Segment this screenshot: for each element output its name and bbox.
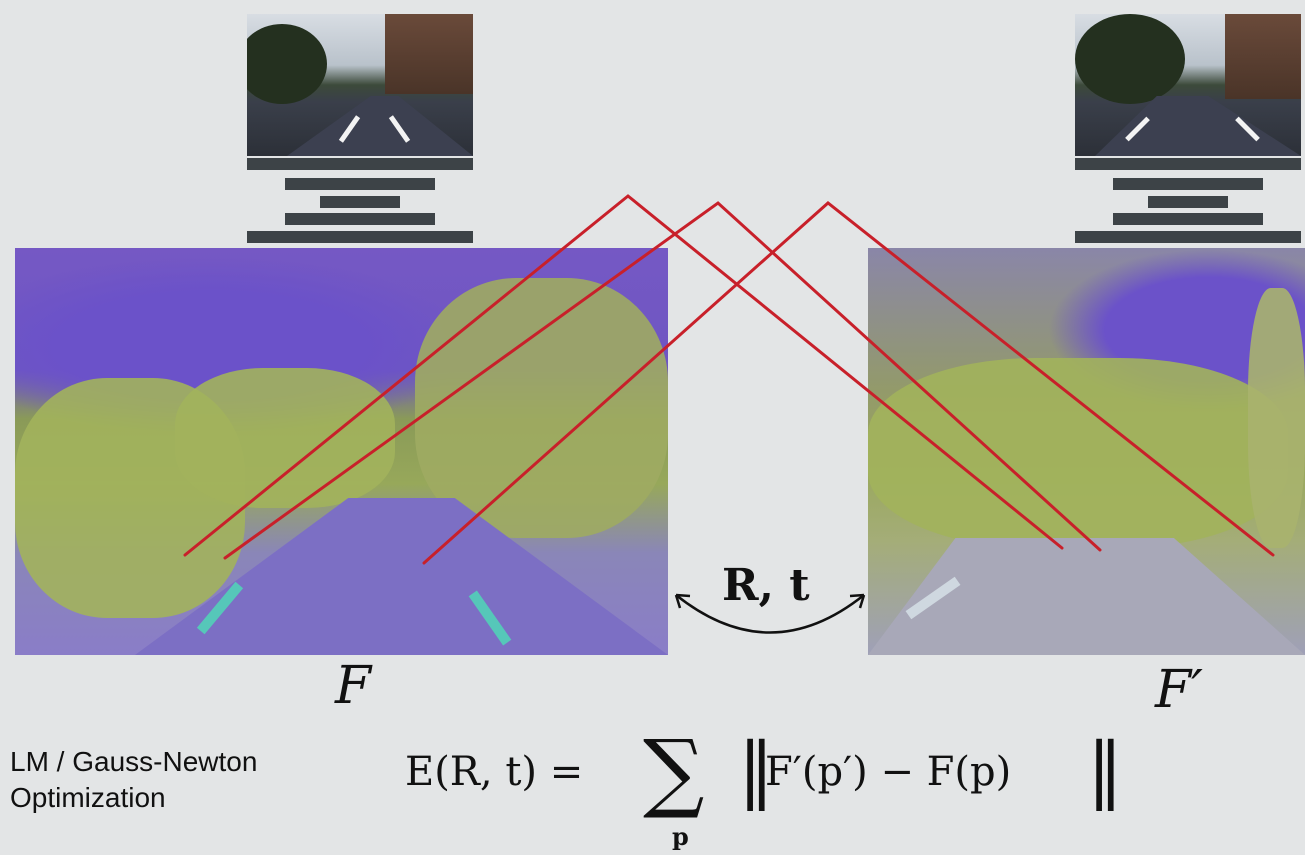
sum-symbol: ∑ xyxy=(643,722,705,822)
right-camera-image xyxy=(1075,14,1301,156)
equation-lhs: E(R, t) = xyxy=(405,749,584,795)
left-camera-image xyxy=(247,14,473,156)
method-label: LM / Gauss-Newton Optimization xyxy=(10,744,257,816)
pose-label: R, t xyxy=(722,560,810,611)
method-line-2: Optimization xyxy=(10,782,166,813)
feature-right-label: F′ xyxy=(1155,660,1203,720)
method-line-1: LM / Gauss-Newton xyxy=(10,746,258,777)
feature-left-label: F xyxy=(335,656,372,716)
correspondence-line xyxy=(223,201,1102,560)
norm-left-bars: ‖ xyxy=(738,727,774,811)
correspondence-line xyxy=(183,194,1064,557)
sum-index: p xyxy=(672,822,689,851)
norm-right-bars: ‖ xyxy=(1087,727,1123,811)
pose-arrow xyxy=(674,593,866,634)
correspondence-line xyxy=(422,201,1275,565)
equation-body: F′(p′) − F(p) xyxy=(765,749,1012,795)
